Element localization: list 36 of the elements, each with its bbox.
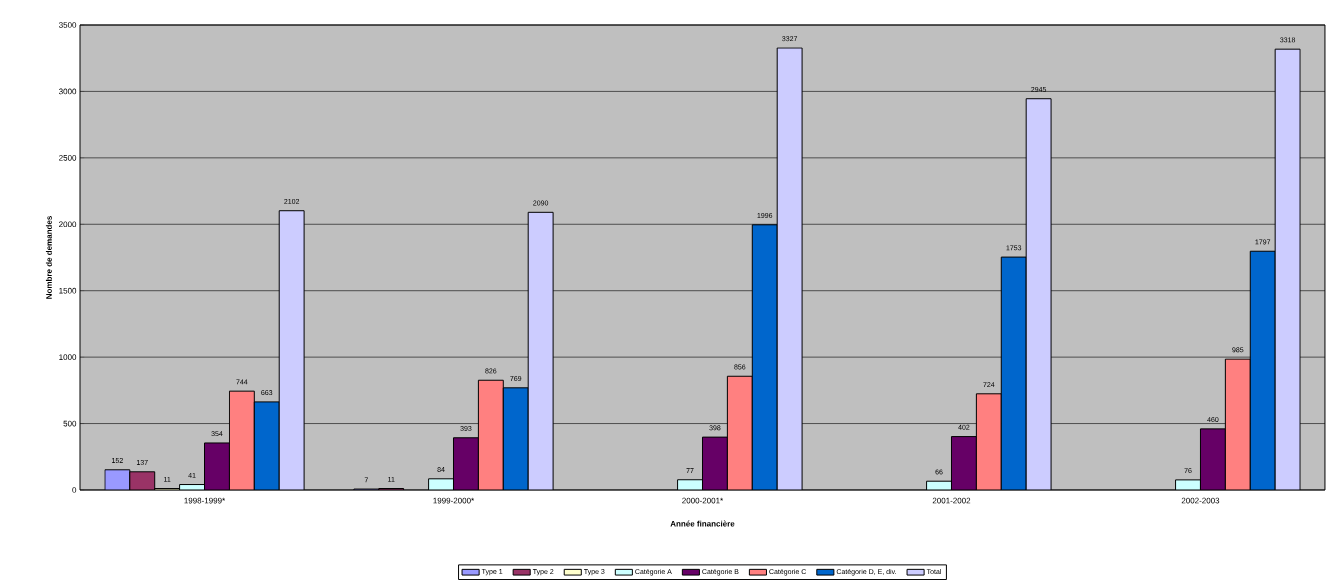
x-tick-label: 1999-2000* (433, 497, 475, 504)
x-tick-label: 2002-2003 (1181, 497, 1220, 504)
y-tick-label: 0 (72, 487, 77, 493)
bar (502, 387, 529, 490)
bar (1000, 256, 1027, 490)
y-tick-label: 3500 (58, 22, 77, 28)
bar (1025, 98, 1052, 490)
bar (477, 379, 504, 490)
bar (751, 224, 778, 490)
bar (253, 401, 280, 490)
x-tick-label: 1998-1999* (184, 497, 226, 504)
y-tick-label: 1500 (59, 287, 77, 294)
bar (975, 393, 1002, 490)
bar (776, 47, 803, 490)
y-axis-title: Nombre de demandes (45, 216, 52, 299)
bar (1274, 48, 1301, 490)
bar (204, 442, 230, 490)
bar (701, 436, 728, 490)
bar (228, 390, 255, 490)
bar (527, 211, 554, 490)
bar (453, 437, 479, 490)
y-tick-label: 500 (63, 420, 77, 427)
y-tick-label: 1000 (59, 354, 77, 360)
bar (1199, 428, 1226, 490)
bar (950, 436, 977, 490)
bar (726, 375, 753, 490)
x-tick-label: 2000-2001* (682, 497, 724, 504)
x-axis-title: Année financière (670, 520, 735, 527)
y-tick-label: 3000 (58, 88, 77, 95)
bar (278, 210, 305, 490)
y-tick-label: 2000 (59, 221, 77, 228)
y-tick-label: 2500 (59, 155, 77, 161)
bar (1249, 250, 1276, 490)
x-tick-label: 2001-2002 (932, 497, 971, 504)
bar (129, 471, 156, 490)
bar (1224, 358, 1251, 490)
